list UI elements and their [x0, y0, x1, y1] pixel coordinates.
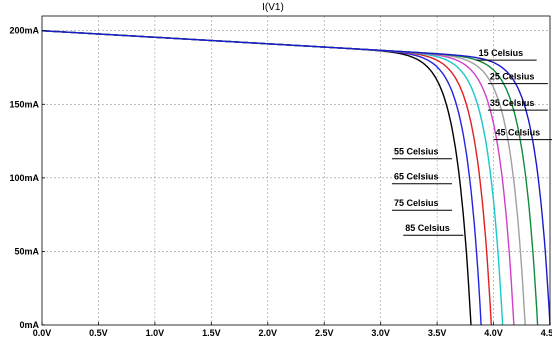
series-annotation-label: 85 Celsius: [405, 223, 450, 233]
y-tick-label: 100mA: [9, 173, 39, 183]
annotation-layer: 15 Celsius 25 Celsius 35 Celsius 45 Celsius…: [391, 48, 552, 236]
series-annotation-label: 25 Celsius: [490, 72, 535, 82]
x-tick-label: 3.5V: [428, 328, 447, 338]
series-layer: [41, 30, 551, 326]
series-annotation-label: 35 Celsius: [490, 98, 535, 108]
x-tick-label: 4.5V: [541, 328, 552, 338]
grid-layer: [42, 16, 550, 325]
x-tick-label: 0.5V: [89, 328, 108, 338]
series-annotation-label: 45 Celsius: [496, 128, 541, 138]
y-axis: 0mA 50mA 100mA 150mA 200mA: [9, 26, 45, 330]
x-tick-label: 1.0V: [146, 328, 165, 338]
x-tick-label: 2.5V: [315, 328, 334, 338]
series-line: [41, 30, 551, 326]
series-annotation-label: 55 Celsius: [394, 147, 439, 157]
x-tick-label: 1.5V: [202, 328, 221, 338]
x-tick-label: 3.0V: [371, 328, 390, 338]
y-tick-label: 150mA: [9, 99, 39, 109]
x-axis: 0.0V 0.5V 1.0V 1.5V 2.0V 2.5V 3.0V 3.5V 4.0V 4.5V: [33, 322, 552, 338]
series-annotation-label: 65 Celsius: [394, 172, 439, 182]
y-tick-label: 200mA: [9, 26, 39, 36]
x-tick-label: 2.0V: [259, 328, 278, 338]
y-tick-label: 50mA: [14, 246, 39, 256]
chart-title: I(V1): [262, 2, 284, 13]
x-tick-label: 4.0V: [484, 328, 503, 338]
plot-frame: [41, 15, 551, 326]
y-tick-label: 0mA: [19, 320, 39, 330]
x-tick-label: 0.0V: [33, 328, 52, 338]
series-annotation-label: 15 Celsius: [479, 48, 524, 58]
series-annotation-label: 75 Celsius: [394, 198, 439, 208]
